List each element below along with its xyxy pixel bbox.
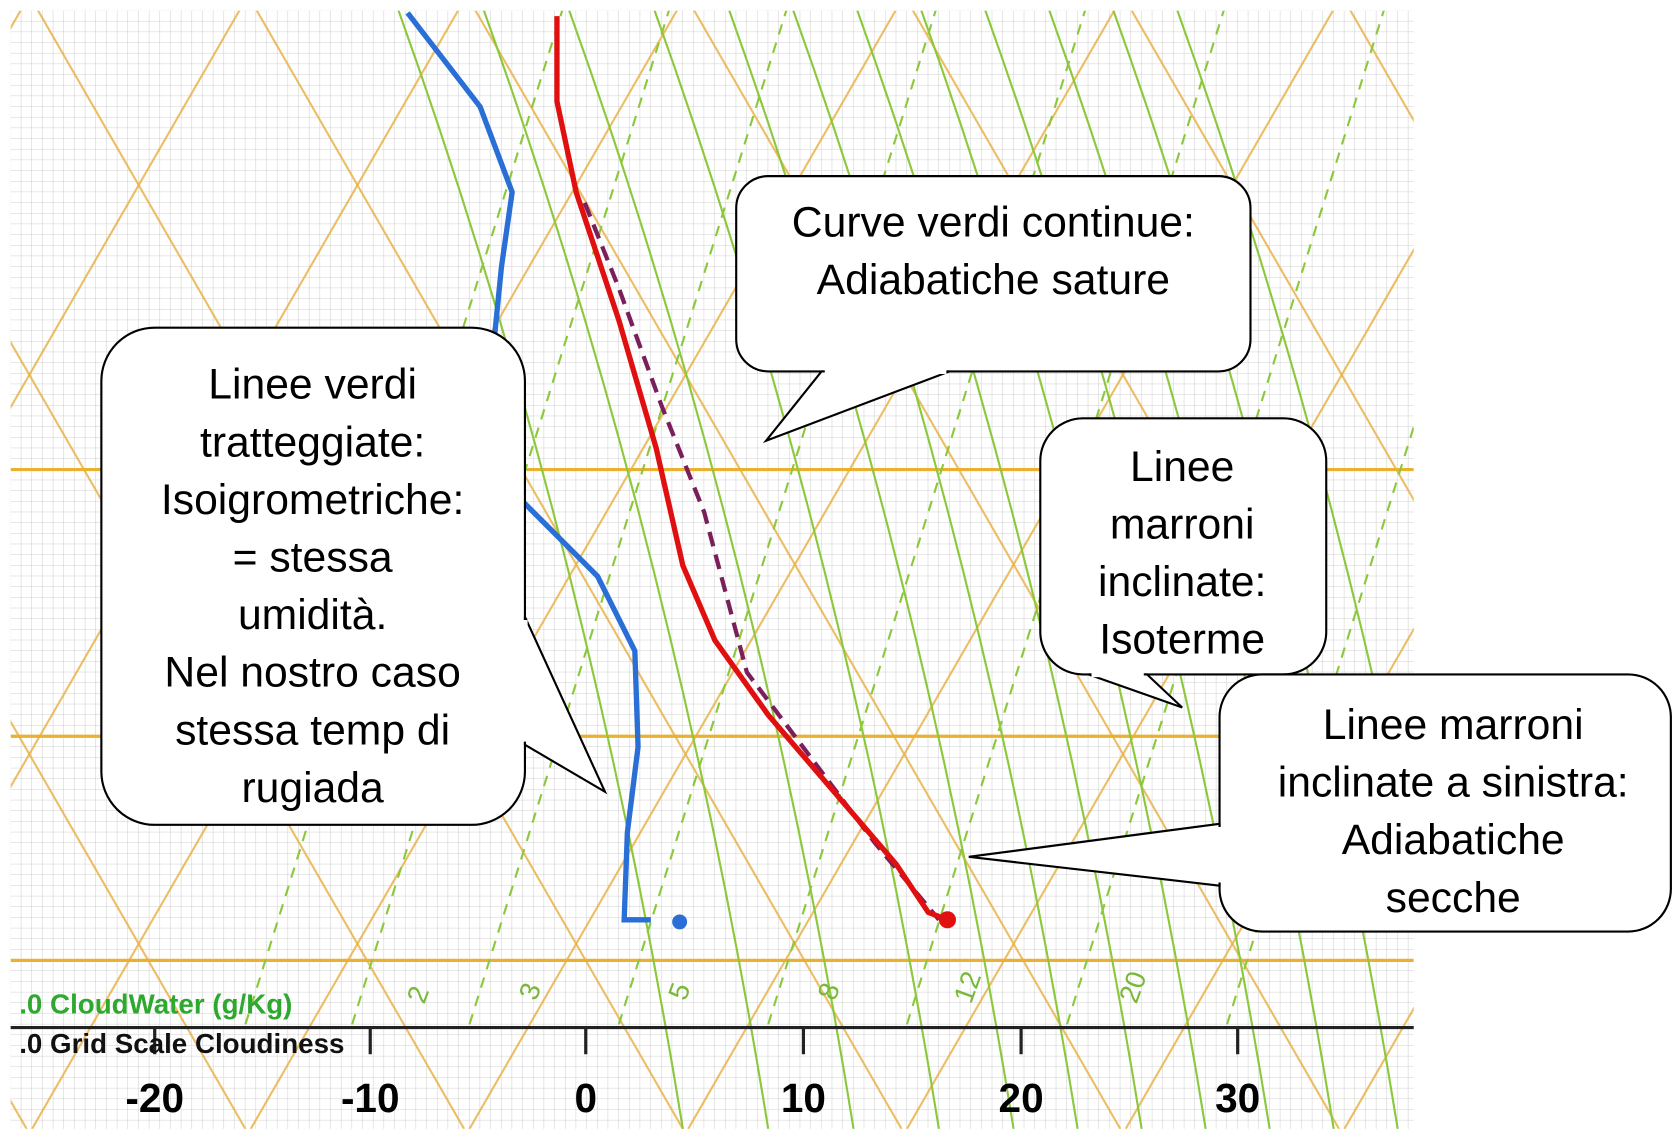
callout-line: Nel nostro caso (164, 649, 460, 697)
mixing-ratio-line (244, 10, 564, 1025)
callout-line: secche (1386, 874, 1521, 922)
tick-label: 0 (574, 1075, 597, 1121)
legend-cloudiness: .0 Grid Scale Cloudiness (19, 1028, 344, 1059)
callout-line: umidità. (238, 591, 387, 639)
callout (735, 175, 1252, 444)
saturated-adiabat (792, 10, 1079, 1129)
callout-line: marroni (1110, 500, 1255, 548)
tick-label: 30 (1215, 1075, 1260, 1121)
callout-line: inclinate: (1098, 558, 1266, 606)
mixing-ratio-line (351, 10, 670, 1025)
callout-line: = stessa (233, 533, 393, 581)
saturated-adiabat (568, 10, 855, 1129)
callout-texts: Linee verdi tratteggiate: Isoigrometriche:… (161, 198, 1629, 921)
mixing-ratio-line (905, 10, 1225, 1025)
callout-line: tratteggiate: (200, 418, 425, 466)
dry-adiabat (10, 719, 247, 1129)
tick-label: -20 (125, 1075, 184, 1121)
callout-line: Isoigrometriche: (161, 476, 464, 524)
callout-line: rugiada (241, 764, 384, 812)
callout-line: Adiabatiche (1342, 816, 1565, 864)
callout-line: Linee (1130, 443, 1234, 491)
saturated-adiabat (482, 10, 770, 1129)
saturated-adiabat (856, 10, 1143, 1129)
temperature-dot (938, 911, 956, 929)
isotherm (1124, 627, 1414, 1129)
callout-line: stessa temp di (175, 706, 450, 754)
saturated-adiabat (1176, 10, 1414, 870)
callout-line: inclinate a sinistra: (1278, 759, 1629, 807)
isotherm (1563, 0, 1673, 1129)
dewpoint-dot (672, 914, 688, 930)
callout-line: Linee marroni (1323, 701, 1584, 749)
mixing-ratio-line (767, 10, 1087, 1025)
callout-line: Isoterme (1099, 616, 1265, 664)
dry-adiabat (255, 10, 903, 1129)
callout (1039, 417, 1328, 709)
tick-label: 10 (781, 1075, 826, 1121)
tick-label: 20 (999, 1075, 1044, 1121)
callout-line: Linee verdi (208, 361, 417, 409)
mixing-ratio-line (468, 10, 788, 1025)
legend-cloudwater: .0 CloudWater (g/Kg) (19, 989, 292, 1020)
saturated-adiabat (653, 10, 940, 1129)
temperature-curve (554, 16, 949, 923)
callout (968, 673, 1672, 933)
saturated-adiabat (397, 10, 684, 1129)
tick-label: -10 (341, 1075, 400, 1121)
callout-line: Curve verdi continue: (792, 198, 1195, 246)
dry-adiabat (1563, 0, 1673, 1129)
callout-line: Adiabatiche sature (817, 256, 1170, 304)
mixing-ratio-line (617, 10, 937, 1025)
saturated-adiabat (728, 10, 1015, 1129)
callout (100, 326, 608, 826)
isotherm (10, 10, 241, 410)
x-ticks: -20 -10 0 10 20 30 (125, 1027, 1260, 1121)
